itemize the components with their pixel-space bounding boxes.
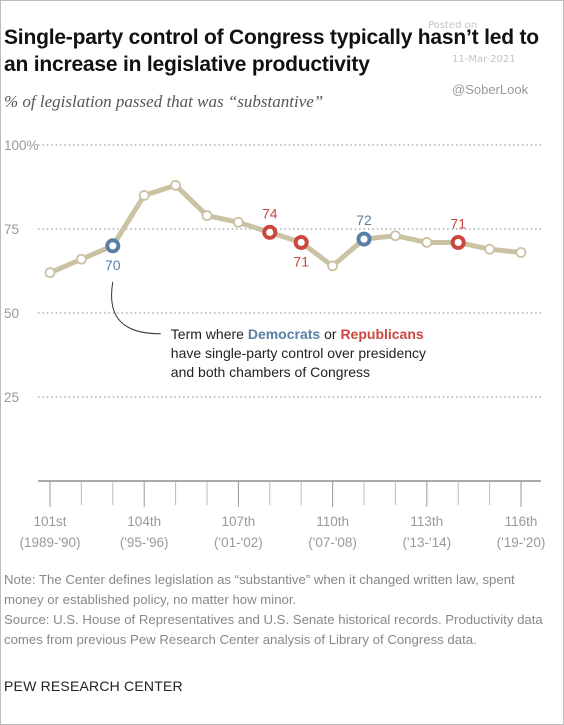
note-text: Note: The Center defines legislation as …: [4, 572, 515, 607]
x-tick-label-congress-104: 104th: [127, 514, 161, 529]
point-105: [170, 179, 182, 191]
point-113: [421, 237, 433, 248]
data-label-114: 71: [450, 215, 466, 231]
annotation-line-2: have single-party control over presidenc…: [171, 345, 426, 361]
annotation-connector: [111, 281, 161, 335]
watermark-handle: @SoberLook: [452, 82, 529, 97]
annotation-democrats: Democrats: [248, 326, 321, 342]
x-tick-label-congress-107: 107th: [222, 514, 256, 529]
point-116: [515, 247, 527, 258]
point-102: [76, 253, 87, 265]
point-110: [327, 260, 339, 272]
y-tick-label-75: 75: [4, 222, 19, 237]
annotation-line-3: and both chambers of Congress: [171, 364, 370, 380]
line-chart: 100% 75 50 25 101st (1989-'90) 104th ('95-'96) 1…: [4, 138, 546, 550]
data-label-103: 70: [105, 257, 121, 273]
y-tick-label-50: 50: [4, 306, 19, 321]
annotation-republicans: Republicans: [340, 326, 423, 342]
x-tick-label-congress-116: 116th: [505, 514, 538, 529]
point-104: [138, 190, 150, 201]
watermark-date: 11-Mar-2021: [452, 54, 516, 65]
x-tick-label-years-110: ('07-'08): [308, 535, 357, 550]
x-tick-label-years-104: ('95-'96): [120, 535, 169, 550]
point-center-103: [109, 242, 117, 250]
x-tick-label-congress-113: 113th: [410, 514, 443, 529]
chart-title: Single-party control of Congress typical…: [4, 26, 539, 76]
point-107: [232, 216, 244, 228]
x-tick-label-years-107: ('01-'02): [214, 535, 263, 550]
x-tick-label-years-116: ('19-'20): [497, 535, 546, 550]
data-label-109: 71: [293, 253, 309, 269]
data-label-108: 74: [262, 205, 278, 221]
point-center-114: [454, 238, 462, 247]
chart-subtitle: % of legislation passed that was “substa…: [4, 92, 324, 111]
point-101: [44, 267, 56, 279]
series-line: [47, 182, 524, 276]
point-106: [201, 210, 213, 221]
point-115: [484, 243, 496, 255]
point-center-108: [266, 228, 274, 236]
organization-credit: PEW RESEARCH CENTER: [4, 678, 183, 694]
x-tick-label-congress-110: 110th: [316, 514, 349, 529]
x-tick-label-years-101: (1989-'90): [19, 535, 80, 550]
footnote: Note: The Center defines legislation as …: [4, 570, 556, 650]
annotation-line-1: Term where Democrats or Republicans: [171, 326, 424, 342]
source-text: Source: U.S. House of Representatives an…: [4, 612, 543, 647]
point-112: [389, 230, 401, 242]
data-label-111: 72: [356, 212, 372, 228]
watermark-posted: Posted on: [428, 20, 478, 31]
annotation-prefix: Term where: [171, 326, 248, 342]
y-tick-label-100: 100%: [4, 138, 39, 153]
x-tick-label-years-113: ('13-'14): [402, 535, 451, 550]
point-center-111: [360, 235, 368, 243]
point-center-109: [297, 238, 305, 247]
y-tick-label-25: 25: [4, 390, 19, 405]
x-tick-label-congress-101: 101st: [33, 514, 66, 529]
annotation-middle: or: [320, 326, 340, 342]
